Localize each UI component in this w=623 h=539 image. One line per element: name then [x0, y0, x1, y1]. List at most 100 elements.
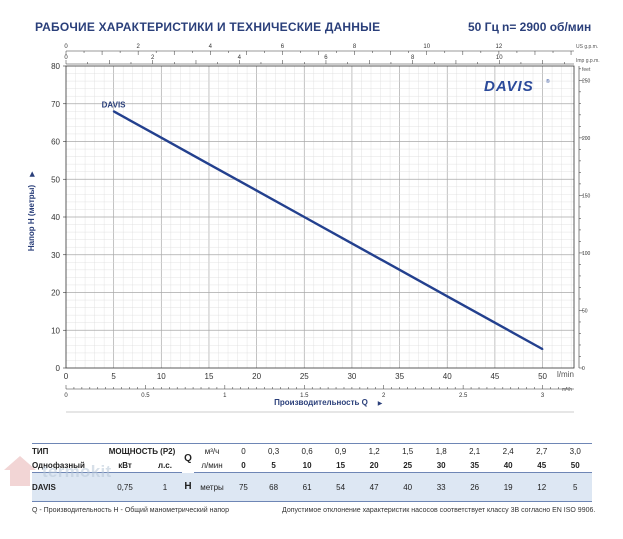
q-m3h-5: 1,5: [390, 443, 425, 458]
feet-unit: feet: [582, 67, 591, 73]
imp-gpm-tick-label: 2: [151, 55, 155, 61]
h-value-1: 68: [256, 472, 291, 502]
speed-label: n= 2900 об/мин: [502, 20, 592, 34]
feet-tick-label: 200: [582, 136, 591, 142]
data-point: [112, 110, 115, 113]
m3h-tick-label: 0: [64, 393, 68, 399]
q-lmin-7: 35: [457, 458, 492, 473]
x-tick-label: 50: [538, 372, 547, 381]
logo-registered-icon: ®: [546, 78, 550, 85]
table-subheader-row: Однофазный кВт л.с. л/мин 0 5 10 15 20 2…: [32, 458, 592, 473]
feet-tick-label: 0: [582, 366, 585, 372]
q-m3h-3: 0,9: [323, 443, 358, 458]
data-point: [303, 216, 306, 218]
spec-table: ТИП МОЩНОСТЬ (P2) Q м³/ч 0 0,3 0,6 0,9 1…: [32, 443, 592, 502]
q-lmin-1: 5: [256, 458, 291, 473]
series-label: DAVIS: [102, 100, 127, 109]
m3h-unit: m³/h: [562, 387, 572, 393]
data-point: [541, 348, 544, 351]
q-m3h-0: 0: [230, 443, 257, 458]
x-tick-label: 45: [490, 372, 499, 381]
q-m3h-4: 1,2: [357, 443, 391, 458]
us-gpm-tick-label: 2: [136, 44, 140, 50]
h-value-2: 61: [290, 472, 324, 502]
m3h-tick-label: 2.5: [459, 393, 468, 399]
m3h-tick-label: 1: [223, 393, 227, 399]
power-header: МОЩНОСТЬ (P2): [102, 443, 182, 458]
m3h-tick-label: 2: [382, 393, 386, 399]
us-gpm-tick-label: 12: [496, 44, 503, 50]
y-tick-label: 0: [56, 364, 61, 373]
table-row: DAVIS 0,75 1 H метры 75 68 61 54 47 40 3…: [32, 472, 592, 502]
series-line-davis: [113, 110, 544, 351]
imp-gpm-tick-label: 8: [411, 55, 415, 61]
left-axis: 0 10 20 30 40 50 60 70 80: [51, 62, 66, 373]
x-tick-label: 5: [111, 372, 116, 381]
data-point: [446, 295, 449, 298]
single-phase-header: Однофазный: [32, 458, 102, 473]
x-tick-label: 10: [157, 372, 166, 381]
us-gpm-tick-label: 4: [209, 44, 213, 50]
kw-cell: 0,75: [102, 472, 148, 502]
logo-text: DAVIS: [484, 78, 534, 95]
x-tick-label: 30: [347, 372, 356, 381]
q-m3h-6: 1,8: [424, 443, 458, 458]
y-axis-label: Напор H (метры): [27, 185, 36, 252]
q-lmin-3: 15: [323, 458, 358, 473]
watermark: termokit: [0, 452, 112, 490]
h-value-3: 54: [323, 472, 358, 502]
h-unit-cell: метры: [194, 472, 230, 502]
q-m3h-7: 2,1: [457, 443, 492, 458]
h-value-9: 12: [524, 472, 559, 502]
q-lmin-10: 50: [558, 458, 592, 473]
us-gpm-tick-label: 0: [64, 44, 68, 50]
hp-cell: 1: [148, 472, 182, 502]
bottom-axes: 0 5 10 15 20 25 30 35 40 45 50 0 0.5 1 1.5 2 2.5 3: [64, 372, 574, 413]
m3h-unit-cell: м³/ч: [194, 443, 230, 458]
us-gpm-tick-label: 8: [353, 44, 357, 50]
imp-gpm-tick-label: 0: [64, 55, 68, 61]
data-point: [255, 189, 258, 192]
x-tick-label: 0: [64, 372, 69, 381]
q-m3h-1: 0,3: [256, 443, 291, 458]
data-point: [398, 268, 401, 271]
feet-tick-label: 50: [582, 308, 588, 314]
us-gpm-unit: US g.p.m.: [576, 44, 598, 50]
h-value-4: 47: [357, 472, 391, 502]
y-tick-label: 70: [51, 100, 60, 109]
h-symbol: H: [182, 472, 194, 502]
type-header: ТИП: [32, 443, 102, 458]
x-tick-label: 20: [252, 372, 261, 381]
data-point: [351, 242, 353, 245]
h-value-0: 75: [230, 472, 257, 502]
chart-grid: [66, 66, 574, 368]
q-symbol: Q: [182, 443, 194, 473]
lmin-unit: l/min: [557, 370, 574, 379]
y-tick-label: 30: [51, 251, 60, 260]
footnote-legend: Q - Производительность H - Общий маномет…: [32, 507, 229, 514]
data-point: [208, 163, 210, 166]
q-lmin-9: 45: [524, 458, 559, 473]
watermark-text: termokit: [42, 462, 112, 481]
x-axis-label: Производительность Q: [274, 398, 368, 407]
kw-header: кВт: [102, 458, 148, 473]
imp-gpm-tick-label: 6: [324, 55, 328, 61]
q-m3h-10: 3,0: [558, 443, 592, 458]
y-axis-arrow-icon: ▶: [29, 171, 36, 177]
us-gpm-tick-label: 6: [281, 44, 285, 50]
q-lmin-2: 10: [290, 458, 324, 473]
q-lmin-0: 0: [230, 458, 257, 473]
h-value-7: 26: [457, 472, 492, 502]
data-point: [160, 136, 163, 139]
watermark-icon: [4, 456, 36, 486]
x-axis-arrow-icon: ▶: [378, 401, 383, 407]
m3h-tick-label: 1.5: [300, 393, 309, 399]
frequency-label: 50 Гц: [468, 20, 499, 34]
x-tick-label: 25: [300, 372, 309, 381]
davis-logo: DAVIS ®: [484, 78, 550, 95]
m3h-tick-label: 3: [541, 393, 545, 399]
q-m3h-9: 2,7: [524, 443, 559, 458]
y-tick-label: 60: [51, 138, 60, 147]
imp-gpm-unit: Imp g.p.m.: [576, 58, 600, 64]
x-tick-label: 35: [395, 372, 404, 381]
